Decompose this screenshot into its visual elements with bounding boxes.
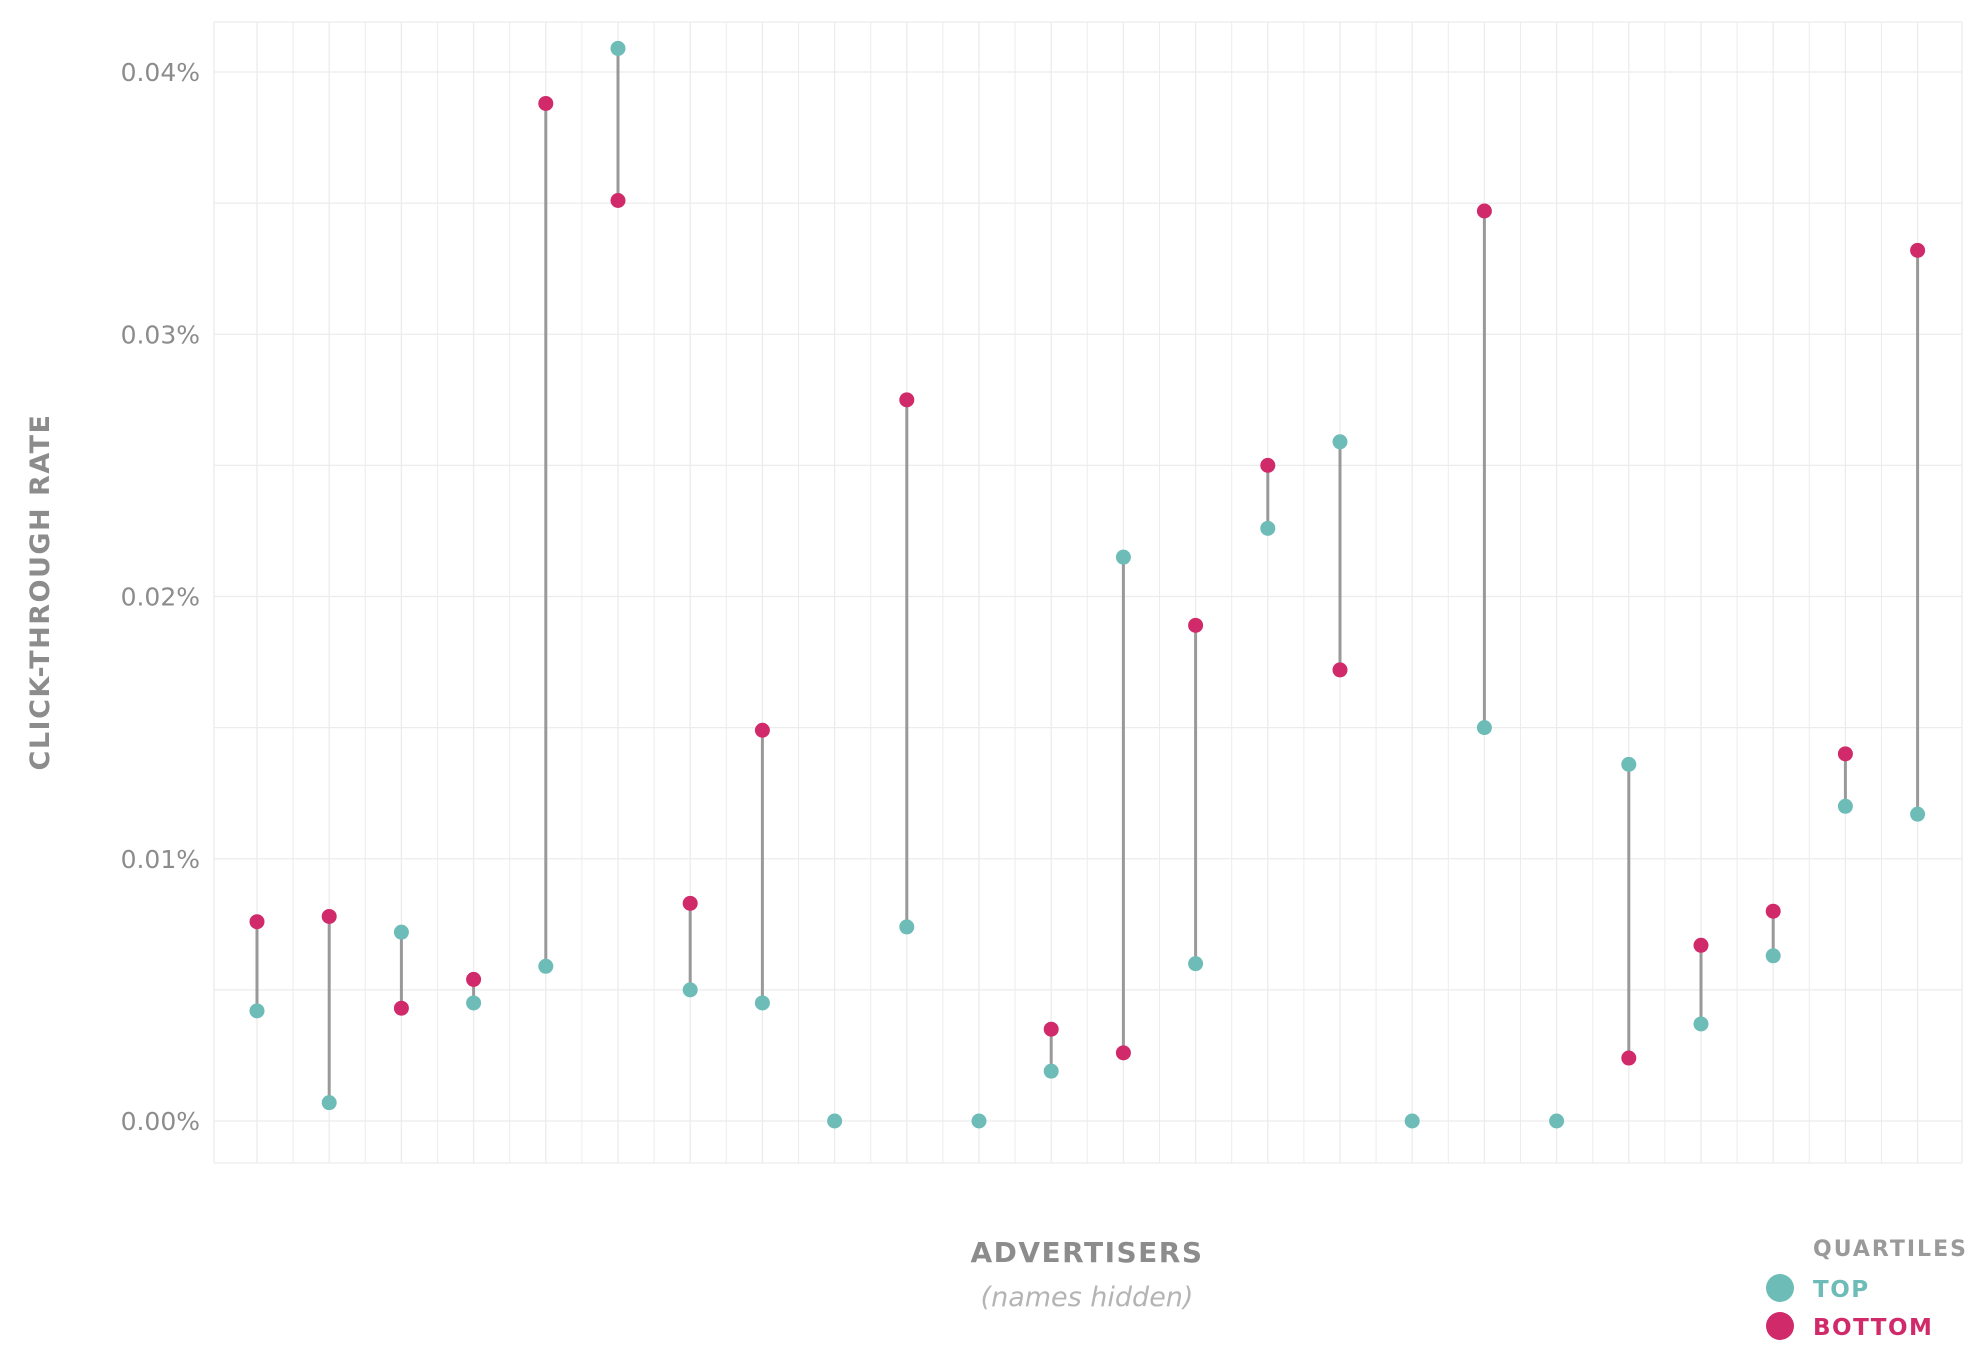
point-top <box>754 995 770 1011</box>
y-tick-labels: 0.00% 0.01% 0.02% 0.03% 0.04% <box>121 58 200 1136</box>
point-top <box>1837 798 1853 814</box>
point-top <box>899 919 915 935</box>
point-bottom <box>1115 1045 1131 1061</box>
point-top <box>1693 1016 1709 1032</box>
point-top <box>249 1003 265 1019</box>
point-bottom <box>321 908 337 924</box>
y-axis-title: CLICK-THROUGH RATE <box>25 414 56 771</box>
point-bottom <box>1621 1050 1637 1066</box>
point-top <box>321 1095 337 1111</box>
legend-label-top: TOP <box>1813 1277 1870 1303</box>
legend-label-bottom: BOTTOM <box>1813 1315 1933 1341</box>
point-top <box>1549 1113 1565 1129</box>
point-top <box>1188 956 1204 972</box>
point-bottom <box>1693 937 1709 953</box>
point-bottom <box>1332 662 1348 678</box>
point-bottom <box>538 95 554 111</box>
x-axis-title: ADVERTISERS <box>970 1236 1203 1269</box>
point-bottom <box>1765 903 1781 919</box>
point-bottom <box>1837 746 1853 762</box>
point-top <box>1910 806 1926 822</box>
point-bottom <box>1260 457 1276 473</box>
point-bottom <box>1043 1021 1059 1037</box>
point-bottom <box>610 193 626 209</box>
y-tick-label: 0.04% <box>121 58 200 87</box>
y-tick-label: 0.02% <box>121 583 200 612</box>
point-top <box>1260 520 1276 536</box>
point-top <box>466 995 482 1011</box>
point-bottom <box>1188 617 1204 633</box>
point-top <box>1115 549 1131 565</box>
legend-title: QUARTILES <box>1813 1237 1968 1262</box>
x-axis-subtitle: (names hidden) <box>981 1282 1194 1313</box>
point-top <box>1765 948 1781 964</box>
horizontal-gridlines <box>214 21 1962 1164</box>
legend-swatch-bottom <box>1766 1312 1794 1340</box>
point-top <box>1621 756 1637 772</box>
point-bottom <box>682 895 698 911</box>
y-tick-label: 0.03% <box>121 320 200 349</box>
point-top <box>1476 720 1492 736</box>
point-bottom <box>899 392 915 408</box>
point-top <box>682 982 698 998</box>
point-bottom <box>393 1000 409 1016</box>
legend: QUARTILES TOP BOTTOM <box>1766 1237 1968 1341</box>
point-top <box>610 40 626 56</box>
legend-swatch-top <box>1766 1274 1794 1302</box>
point-top <box>1043 1063 1059 1079</box>
point-top <box>1404 1113 1420 1129</box>
point-bottom <box>754 722 770 738</box>
data-points <box>249 40 1926 1129</box>
point-top <box>827 1113 843 1129</box>
point-top <box>538 958 554 974</box>
point-bottom <box>466 971 482 987</box>
point-bottom <box>1910 242 1926 258</box>
point-top <box>971 1113 987 1129</box>
y-tick-label: 0.01% <box>121 845 200 874</box>
point-top <box>1332 434 1348 450</box>
dumbbell-segments <box>255 48 1920 1103</box>
point-bottom <box>1476 203 1492 219</box>
point-top <box>393 924 409 940</box>
y-tick-label: 0.00% <box>121 1107 200 1136</box>
point-bottom <box>249 914 265 930</box>
